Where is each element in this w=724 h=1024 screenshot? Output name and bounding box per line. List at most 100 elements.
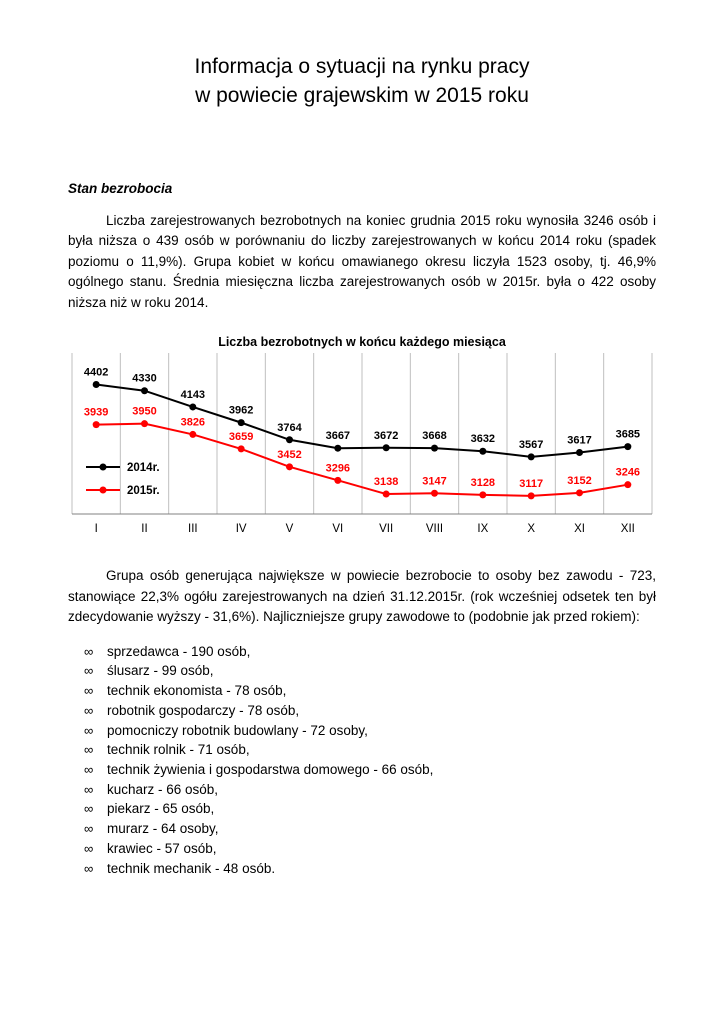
list-item-text: technik ekonomista - 78 osób, [107, 683, 287, 699]
x-tick-label: X [527, 523, 535, 535]
list-item: ∞ technik ekonomista - 78 osób, [84, 681, 656, 701]
data-label: 3246 [616, 467, 640, 479]
series-line [96, 422, 628, 498]
list-item: ∞ kucharz - 66 osób, [84, 780, 656, 800]
infinity-bullet-icon: ∞ [84, 781, 94, 797]
data-point-marker [189, 431, 197, 439]
list-item: ∞ technik mechanik - 48 osób. [84, 859, 656, 879]
infinity-bullet-icon: ∞ [84, 742, 94, 758]
data-label: 4402 [84, 367, 108, 379]
data-point-marker [286, 463, 293, 471]
x-tick-label: XI [574, 523, 585, 535]
infinity-bullet-icon: ∞ [84, 683, 94, 699]
data-label: 3659 [229, 431, 253, 443]
data-label: 3672 [374, 430, 398, 442]
data-point-marker [189, 403, 197, 411]
list-item: ∞ pomocniczy robotnik budowlany - 72 osob… [84, 721, 656, 741]
list-item: ∞ murarz - 64 osoby, [84, 819, 656, 839]
list-item-text: sprzedawca - 190 osób, [107, 643, 251, 659]
chart-title: Liczba bezrobotnych w końcu każdego mies… [218, 335, 506, 350]
page-title-line1: Informacja o sytuacji na rynku pracy [194, 55, 530, 78]
paragraph-occupation-groups: Grupa osób generująca największe w powie… [68, 568, 656, 625]
data-label: 3667 [326, 430, 350, 442]
data-label: 3632 [471, 434, 495, 446]
list-item-text: pomocniczy robotnik budowlany - 72 osoby… [107, 722, 368, 738]
data-label: 3685 [616, 429, 640, 441]
data-point-marker [237, 445, 245, 453]
list-item-text: murarz - 64 osoby, [107, 821, 219, 837]
data-point-marker [382, 444, 390, 452]
data-point-marker [624, 481, 632, 489]
x-tick-label: IV [236, 523, 247, 535]
list-item-text: technik rolnik - 71 osób, [107, 742, 250, 758]
data-point-marker [527, 492, 535, 500]
list-item-text: piekarz - 65 osób, [107, 801, 215, 817]
infinity-bullet-icon: ∞ [84, 663, 94, 679]
paragraph-unemployment-summary: Liczba zarejestrowanych bezrobotnych na … [68, 212, 656, 310]
data-label: 3117 [519, 478, 543, 490]
data-point-marker [576, 489, 583, 497]
x-tick-label: II [141, 523, 147, 535]
legend-marker [99, 486, 107, 494]
infinity-bullet-icon: ∞ [84, 702, 94, 718]
line-chart: I II III IV V VI VII VIII IX X XI XII44024330414339… [71, 353, 653, 535]
data-label: 3939 [84, 407, 108, 419]
data-label: 3826 [181, 417, 205, 429]
data-point-marker [237, 419, 245, 427]
data-label: 3764 [277, 422, 302, 434]
list-item: ∞ krawiec - 57 osób, [84, 839, 656, 859]
data-point-marker [479, 448, 487, 456]
data-point-marker [141, 387, 148, 395]
x-tick-label: XII [621, 523, 635, 535]
section-heading: Stan bezrobocia [68, 180, 173, 196]
page-title: Informacja o sytuacji na rynku pracy w p… [68, 52, 656, 111]
list-item: ∞ ślusarz - 99 osób, [84, 661, 656, 681]
list-item-text: ślusarz - 99 osób, [107, 663, 214, 679]
data-point-marker [141, 420, 148, 428]
data-label: 3950 [132, 406, 156, 418]
infinity-bullet-icon: ∞ [84, 821, 94, 837]
x-tick-label: I [95, 523, 98, 535]
list-item: ∞ technik żywienia i gospodarstwa domoweg… [84, 760, 656, 780]
list-item: ∞ robotnik gospodarczy - 78 osób, [84, 701, 656, 721]
series-line [96, 383, 628, 459]
data-label: 3138 [374, 476, 398, 488]
data-point-marker [624, 443, 632, 451]
infinity-bullet-icon: ∞ [84, 643, 94, 659]
infinity-bullet-icon: ∞ [84, 801, 94, 817]
infinity-bullet-icon: ∞ [84, 840, 94, 856]
data-label: 3128 [471, 477, 495, 489]
infinity-bullet-icon: ∞ [84, 722, 94, 738]
data-point-marker [576, 449, 583, 457]
list-item-text: technik żywienia i gospodarstwa domowego… [107, 762, 434, 777]
data-point-marker [479, 491, 487, 499]
data-label: 3617 [567, 435, 591, 447]
legend-label: 2014r. [127, 462, 160, 474]
data-label: 3152 [567, 475, 591, 487]
page-title-line2: w powiecie grajewskim w 2015 roku [195, 84, 529, 108]
legend-label: 2015r. [127, 485, 160, 497]
infinity-bullet-icon: ∞ [84, 860, 94, 876]
list-item-text: kucharz - 66 osób, [107, 781, 219, 797]
list-item: ∞ technik rolnik - 71 osób, [84, 740, 656, 760]
data-label: 3452 [277, 449, 301, 461]
data-point-marker [527, 453, 535, 461]
data-label: 3668 [422, 430, 446, 442]
legend-marker [99, 463, 107, 471]
occupations-list: ∞ sprzedawca - 190 osób, ∞ ślusarz - 99 osó… [68, 642, 656, 878]
x-tick-label: V [286, 523, 294, 535]
infinity-bullet-icon: ∞ [84, 762, 94, 777]
x-tick-label: VII [379, 523, 393, 535]
list-item-text: technik mechanik - 48 osób. [107, 860, 276, 876]
list-item: ∞ sprzedawca - 190 osób, [84, 642, 656, 662]
data-point-marker [334, 477, 342, 485]
unemployment-chart: Liczba bezrobotnych w końcu każdego mies… [68, 335, 656, 551]
data-label: 3962 [229, 405, 253, 417]
list-item: ∞ piekarz - 65 osób, [84, 799, 656, 819]
data-label: 3567 [519, 439, 543, 451]
x-tick-label: III [188, 523, 198, 535]
x-tick-label: VIII [426, 523, 443, 535]
data-label: 4143 [181, 389, 205, 401]
data-label: 4330 [132, 373, 156, 385]
x-tick-label: IX [477, 523, 488, 535]
